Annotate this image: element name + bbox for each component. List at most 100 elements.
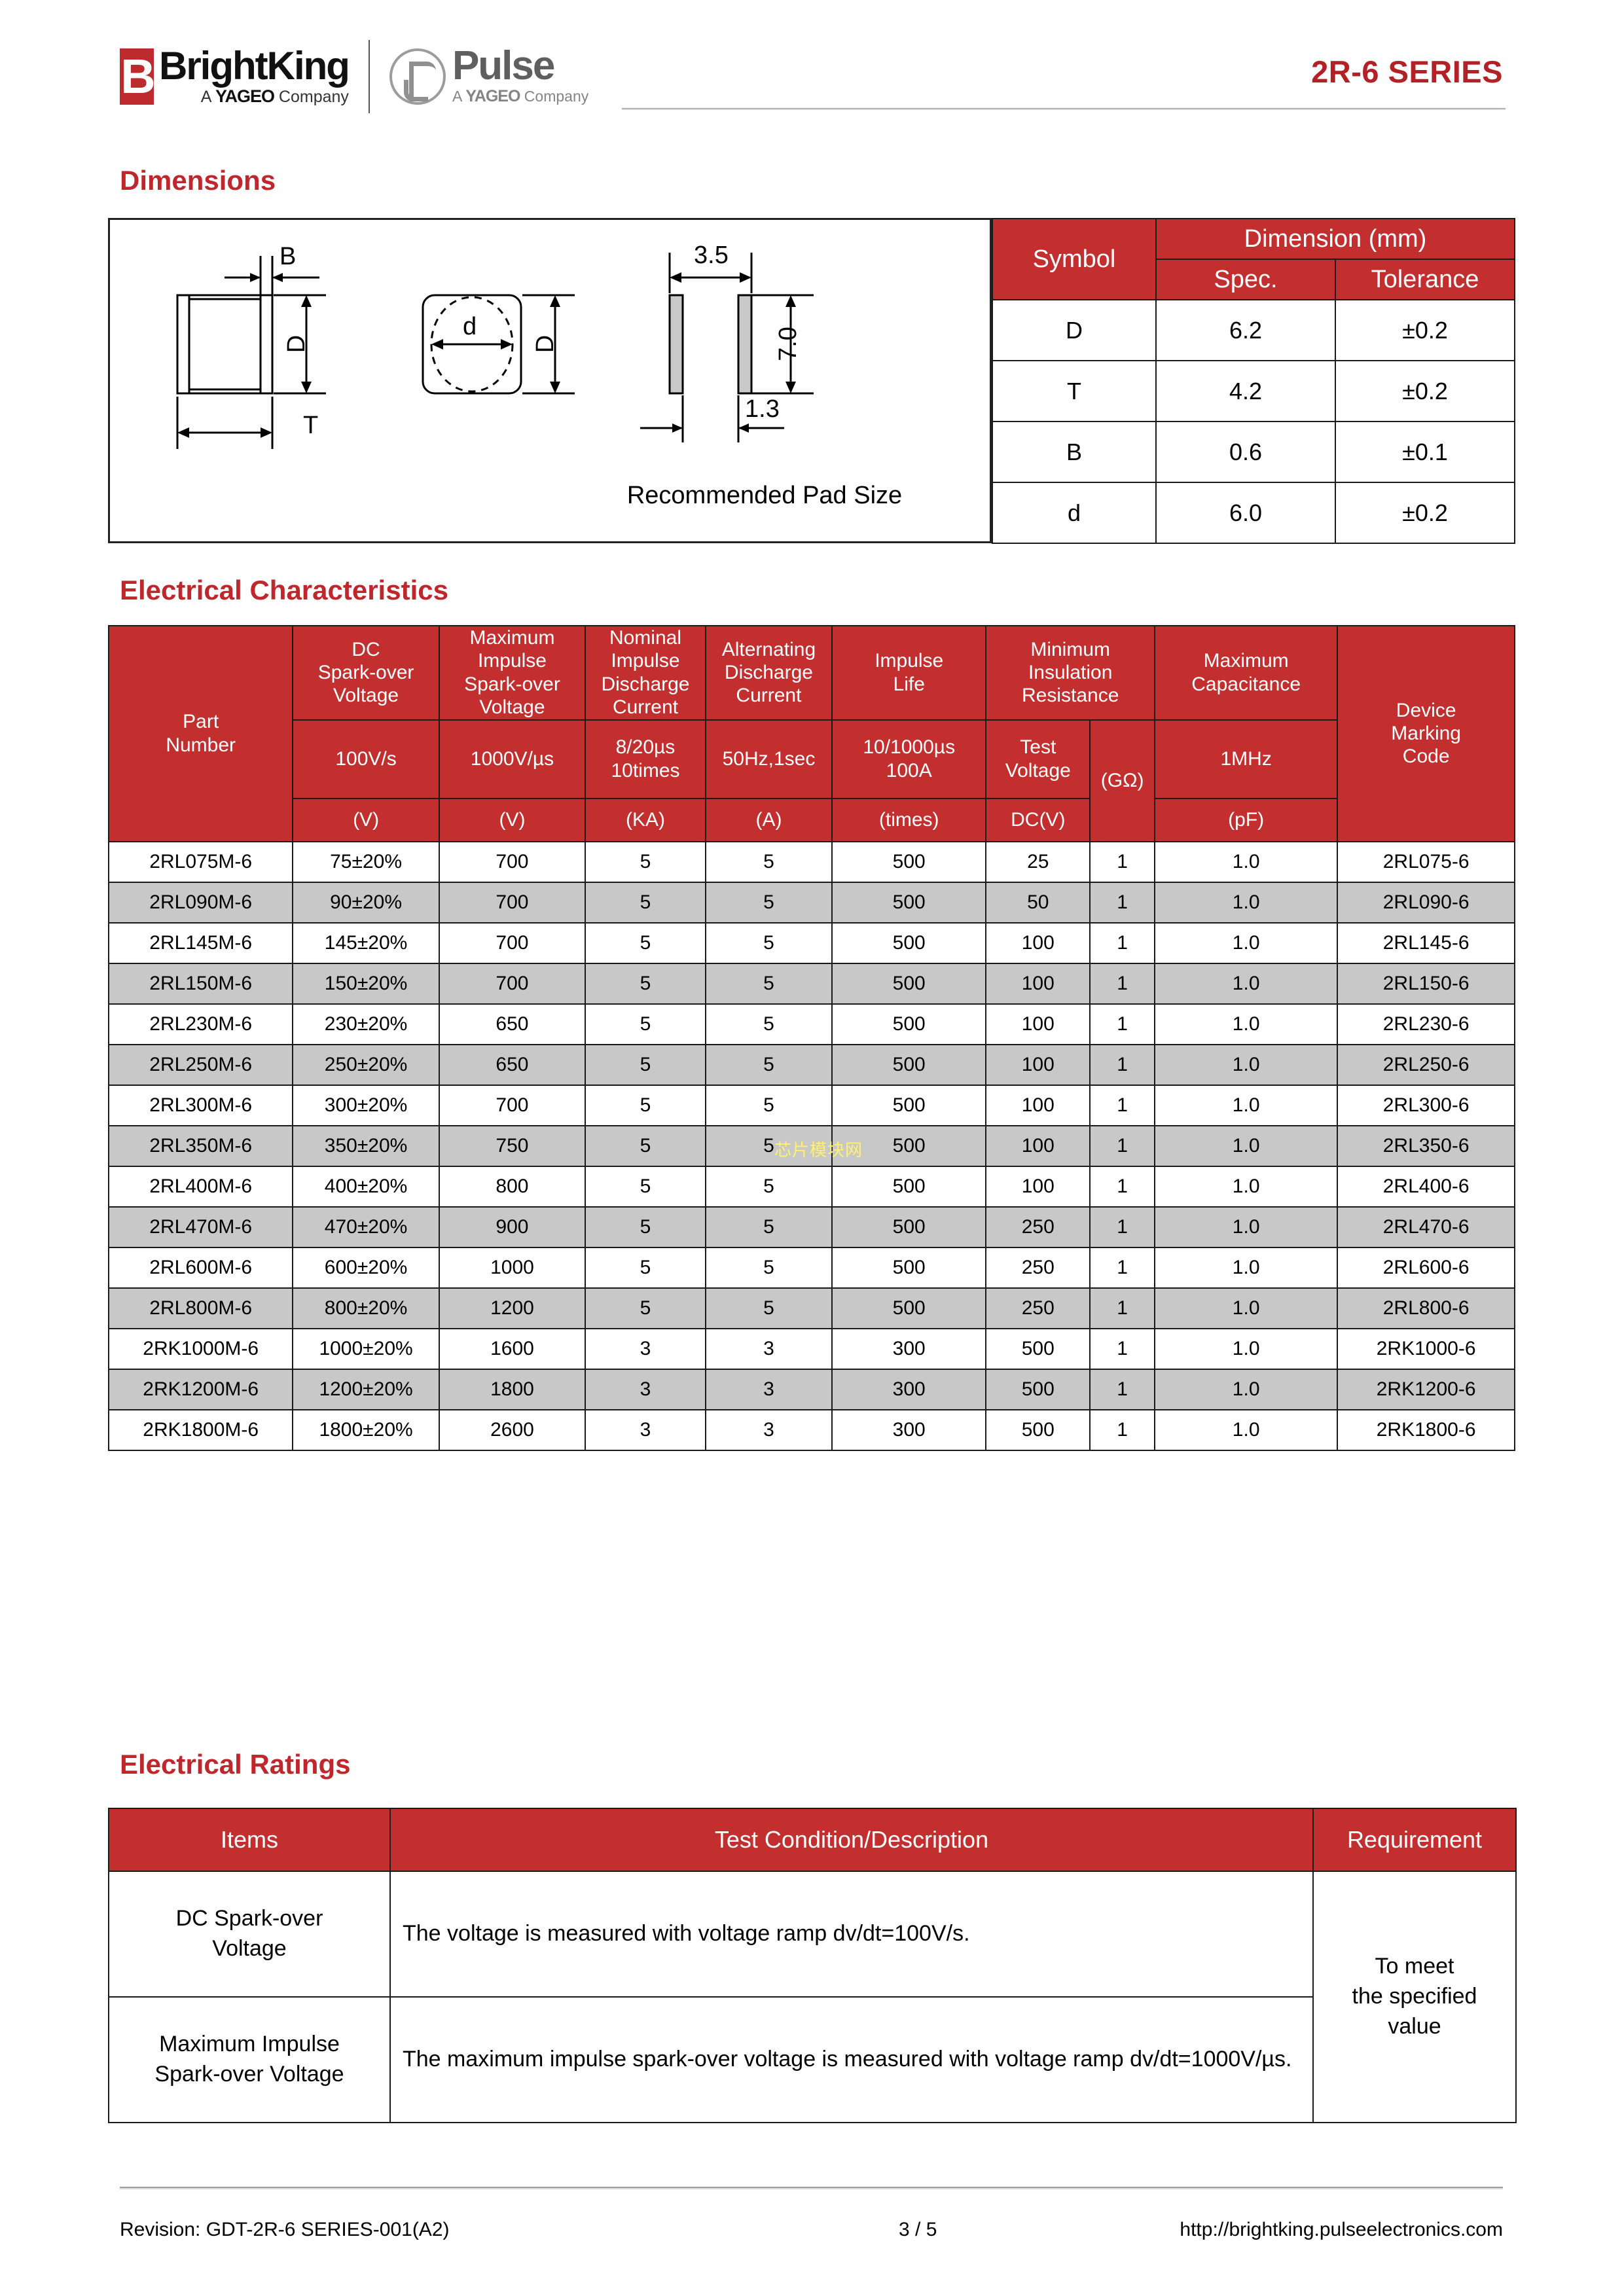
er-cell-requirement: To meet the specified value: [1312, 1871, 1517, 2123]
cell-tv: 100: [985, 1165, 1091, 1208]
cell-life: 300: [831, 1368, 987, 1410]
logo-divider: [368, 40, 370, 113]
electrical-characteristics-table-wrap: Part Number DC Spark-over Voltage Maximum Im…: [107, 625, 1515, 1451]
dim-header-group: Dimension (mm): [1155, 218, 1515, 260]
brightking-mark-letter: B: [120, 49, 155, 103]
cell-code: 2RL600-6: [1337, 1246, 1515, 1289]
table-row: B 0.6 ±0.1: [992, 421, 1515, 483]
cell-nidc: 5: [585, 1003, 706, 1045]
cell-nidc: 5: [585, 922, 706, 964]
dim-cell-tolerance: ±0.2: [1335, 360, 1515, 422]
table-row: 2RK1200M-6 1200±20% 1800 3 3 300 500 1 1.0 2RK120…: [107, 1368, 1515, 1410]
ec-header-nominal-impulse-discharge: Nominal Impulse Discharge Current: [585, 625, 706, 721]
cell-imp: 650: [438, 1003, 586, 1045]
cell-imp: 700: [438, 881, 586, 924]
cell-code: 2RK1000-6: [1337, 1327, 1515, 1370]
cell-adc: 5: [704, 1206, 833, 1248]
cell-part: 2RL075M-6: [107, 840, 294, 883]
cell-part: 2RK1800M-6: [107, 1408, 294, 1451]
ec-subheader-1000vus: 1000V/µs: [438, 719, 586, 799]
cell-code: 2RL145-6: [1337, 922, 1515, 964]
brightking-tagline-a: A: [200, 87, 215, 106]
cell-dc: 250±20%: [292, 1043, 440, 1086]
cell-part: 2RL230M-6: [107, 1003, 294, 1045]
cell-imp: 2600: [438, 1408, 586, 1451]
ec-header-dc-sparkover: DC Spark-over Voltage: [292, 625, 440, 721]
er-header-test-condition: Test Condition/Description: [389, 1808, 1314, 1872]
cell-code: 2RL250-6: [1337, 1043, 1515, 1086]
recommended-pad-size-caption: Recommended Pad Size: [626, 482, 903, 509]
label-pad-width: 3.5: [694, 242, 729, 269]
ec-unit-dcv: DC(V): [985, 797, 1091, 842]
pulse-wave-icon: [389, 48, 446, 105]
dim-cell-symbol: T: [992, 360, 1157, 422]
cell-part: 2RL150M-6: [107, 962, 294, 1005]
er-cell-item: Maximum Impulse Spark-over Voltage: [108, 1996, 391, 2123]
table-row: 2RL150M-6 150±20% 700 5 5 500 100 1 1.0 2RL150-6: [107, 962, 1515, 1005]
dim-cell-spec: 6.2: [1155, 299, 1336, 361]
dimensions-table: Symbol Dimension (mm) Spec. Tolerance D …: [992, 218, 1515, 544]
footer-revision: Revision: GDT-2R-6 SERIES-001(A2): [120, 2219, 450, 2240]
cell-gohm: 1: [1089, 922, 1156, 964]
cell-cap: 1.0: [1154, 1368, 1339, 1410]
cell-dc: 600±20%: [292, 1246, 440, 1289]
cell-life: 500: [831, 1165, 987, 1208]
electrical-ratings-section-title: Electrical Ratings: [120, 1749, 351, 1780]
cell-life: 500: [831, 1246, 987, 1289]
cell-tv: 100: [985, 1043, 1091, 1086]
cell-adc: 5: [704, 922, 833, 964]
cell-cap: 1.0: [1154, 1327, 1339, 1370]
cell-tv: 500: [985, 1327, 1091, 1370]
label-pad-gap: 1.3: [745, 395, 780, 423]
label-d-side: D: [283, 334, 311, 353]
cell-tv: 50: [985, 881, 1091, 924]
cell-imp: 700: [438, 840, 586, 883]
cell-adc: 5: [704, 840, 833, 883]
ec-header-device-marking-code: Device Marking Code: [1337, 625, 1515, 842]
dim-cell-spec: 0.6: [1155, 421, 1336, 483]
cell-cap: 1.0: [1154, 881, 1339, 924]
ec-header-part-number: Part Number: [107, 625, 294, 842]
cell-nidc: 3: [585, 1327, 706, 1370]
cell-dc: 75±20%: [292, 840, 440, 883]
ec-unit-ka: (KA): [585, 797, 706, 842]
cell-dc: 90±20%: [292, 881, 440, 924]
pulse-tagline-a: A: [452, 87, 466, 105]
cell-adc: 5: [704, 1043, 833, 1086]
cell-imp: 650: [438, 1043, 586, 1086]
cell-code: 2RL230-6: [1337, 1003, 1515, 1045]
cell-cap: 1.0: [1154, 1408, 1339, 1451]
footer-url[interactable]: http://brightking.pulseelectronics.com: [1180, 2219, 1503, 2240]
pulse-tagline-yageo: YAGEO: [465, 86, 520, 105]
cell-part: 2RL400M-6: [107, 1165, 294, 1208]
ec-header-max-impulse-sparkover: Maximum Impulse Spark-over Voltage: [438, 625, 586, 721]
cell-imp: 900: [438, 1206, 586, 1248]
cell-code: 2RL075-6: [1337, 840, 1515, 883]
cell-dc: 145±20%: [292, 922, 440, 964]
cell-adc: 5: [704, 1003, 833, 1045]
ec-unit-v1: (V): [292, 797, 440, 842]
dim-cell-tolerance: ±0.1: [1335, 421, 1515, 483]
er-header-items: Items: [108, 1808, 391, 1872]
cell-life: 500: [831, 1124, 987, 1167]
cell-part: 2RL800M-6: [107, 1287, 294, 1329]
brightking-logo-mark: B: [120, 48, 156, 105]
cell-imp: 700: [438, 1084, 586, 1126]
cell-tv: 100: [985, 1124, 1091, 1167]
header-rule: [622, 108, 1506, 110]
brightking-tagline-c: Company: [274, 87, 349, 106]
ec-unit-v2: (V): [438, 797, 586, 842]
dim-cell-symbol: B: [992, 421, 1157, 483]
page-header: B BrightKing A YAGEO Company Pulse A YAG…: [0, 0, 1624, 131]
dimensions-header-row-2: Spec. Tolerance: [992, 259, 1515, 300]
dimensions-drawing-panel: B D T d D 3.5 7.0 1.3 Recommended Pad Si…: [108, 218, 992, 543]
cell-part: 2RL300M-6: [107, 1084, 294, 1126]
cell-life: 500: [831, 1084, 987, 1126]
dimensions-drawing-svg: [176, 253, 814, 449]
cell-nidc: 5: [585, 1084, 706, 1126]
brightking-logo-text: BrightKing A YAGEO Company: [159, 46, 350, 107]
cell-tv: 250: [985, 1287, 1091, 1329]
label-d-top: D: [532, 334, 560, 353]
dim-header-symbol: Symbol: [992, 218, 1157, 300]
dim-cell-symbol: d: [992, 482, 1157, 544]
